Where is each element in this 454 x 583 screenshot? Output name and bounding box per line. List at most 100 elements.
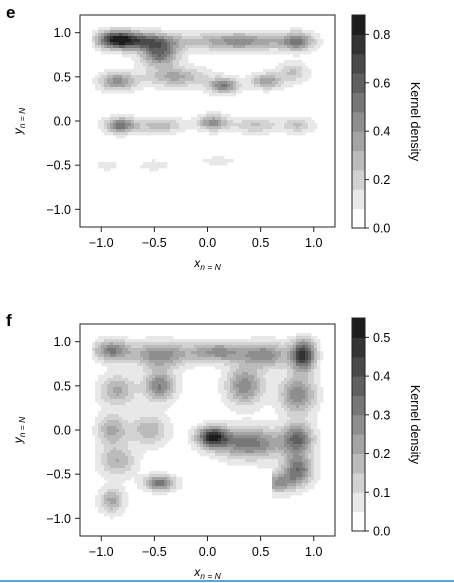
colorbar-segment [352,472,365,493]
density-cell [284,36,288,40]
density-cell [158,372,162,376]
density-cell [263,30,267,34]
density-cell [134,27,138,31]
density-cell [110,363,114,367]
density-cell [284,492,288,496]
density-cell [113,75,117,79]
density-cell [164,51,168,55]
density-cell [101,399,105,403]
density-cell [296,36,300,40]
density-cell [272,465,276,469]
density-cell [242,378,246,382]
density-cell [314,375,318,379]
density-cell [101,471,105,475]
density-cell [281,396,285,400]
density-cell [122,375,126,379]
density-cell [281,45,285,49]
density-cell [227,441,231,445]
density-cell [218,387,222,391]
density-cell [146,54,150,58]
density-cell [251,423,255,427]
density-cell [104,387,108,391]
density-cell [296,459,300,463]
density-cell [233,453,237,457]
density-cell [221,39,225,43]
density-cell [164,423,168,427]
density-cell [257,33,261,37]
density-cell [242,42,246,46]
density-cell [248,363,252,367]
density-cell [269,462,273,466]
density-cell [161,474,165,478]
density-cell [251,132,255,136]
density-cell [113,438,117,442]
density-cell [128,381,132,385]
density-cell [293,477,297,481]
density-cell [314,354,318,358]
density-cell [98,345,102,349]
density-cell [245,126,249,130]
density-cell [119,72,123,76]
density-cell [95,354,99,358]
density-cell [218,39,222,43]
density-cell [125,42,129,46]
density-cell [161,132,165,136]
density-cell [245,417,249,421]
density-cell [293,417,297,421]
density-cell [95,441,99,445]
density-cell [284,129,288,133]
density-cell [119,393,123,397]
density-cell [278,405,282,409]
density-cell [209,33,213,37]
density-cell [104,396,108,400]
density-cell [248,417,252,421]
density-cell [152,435,156,439]
density-cell [248,432,252,436]
density-cell [263,348,267,352]
density-cell [305,381,309,385]
density-cell [149,120,153,124]
density-cell [278,492,282,496]
density-cell [230,408,234,412]
density-cell [257,360,261,364]
density-cell [251,117,255,121]
density-cell [158,348,162,352]
density-cell [293,48,297,52]
density-cell [287,363,291,367]
density-cell [266,432,270,436]
density-cell [119,417,123,421]
density-cell [140,486,144,490]
density-cell [215,432,219,436]
density-cell [104,45,108,49]
density-cell [101,426,105,430]
density-cell [161,414,165,418]
density-cell [239,120,243,124]
density-cell [92,39,96,43]
density-cell [257,420,261,424]
density-cell [215,366,219,370]
density-cell [158,42,162,46]
colorbar-segment [352,395,365,416]
density-cell [125,444,129,448]
density-cell [122,495,126,499]
density-cell [95,360,99,364]
density-cell [275,423,279,427]
density-cell [107,168,111,172]
density-cell [245,360,249,364]
density-cell [122,48,126,52]
density-cell [128,453,132,457]
density-cell [290,123,294,127]
density-cell [170,78,174,82]
density-cell [158,480,162,484]
density-cell [296,438,300,442]
density-cell [143,69,147,73]
density-cell [236,390,240,394]
density-cell [284,402,288,406]
density-cell [209,162,213,166]
density-cell [236,372,240,376]
density-cell [104,351,108,355]
density-cell [269,387,273,391]
density-cell [191,84,195,88]
density-cell [146,348,150,352]
density-cell [137,456,141,460]
